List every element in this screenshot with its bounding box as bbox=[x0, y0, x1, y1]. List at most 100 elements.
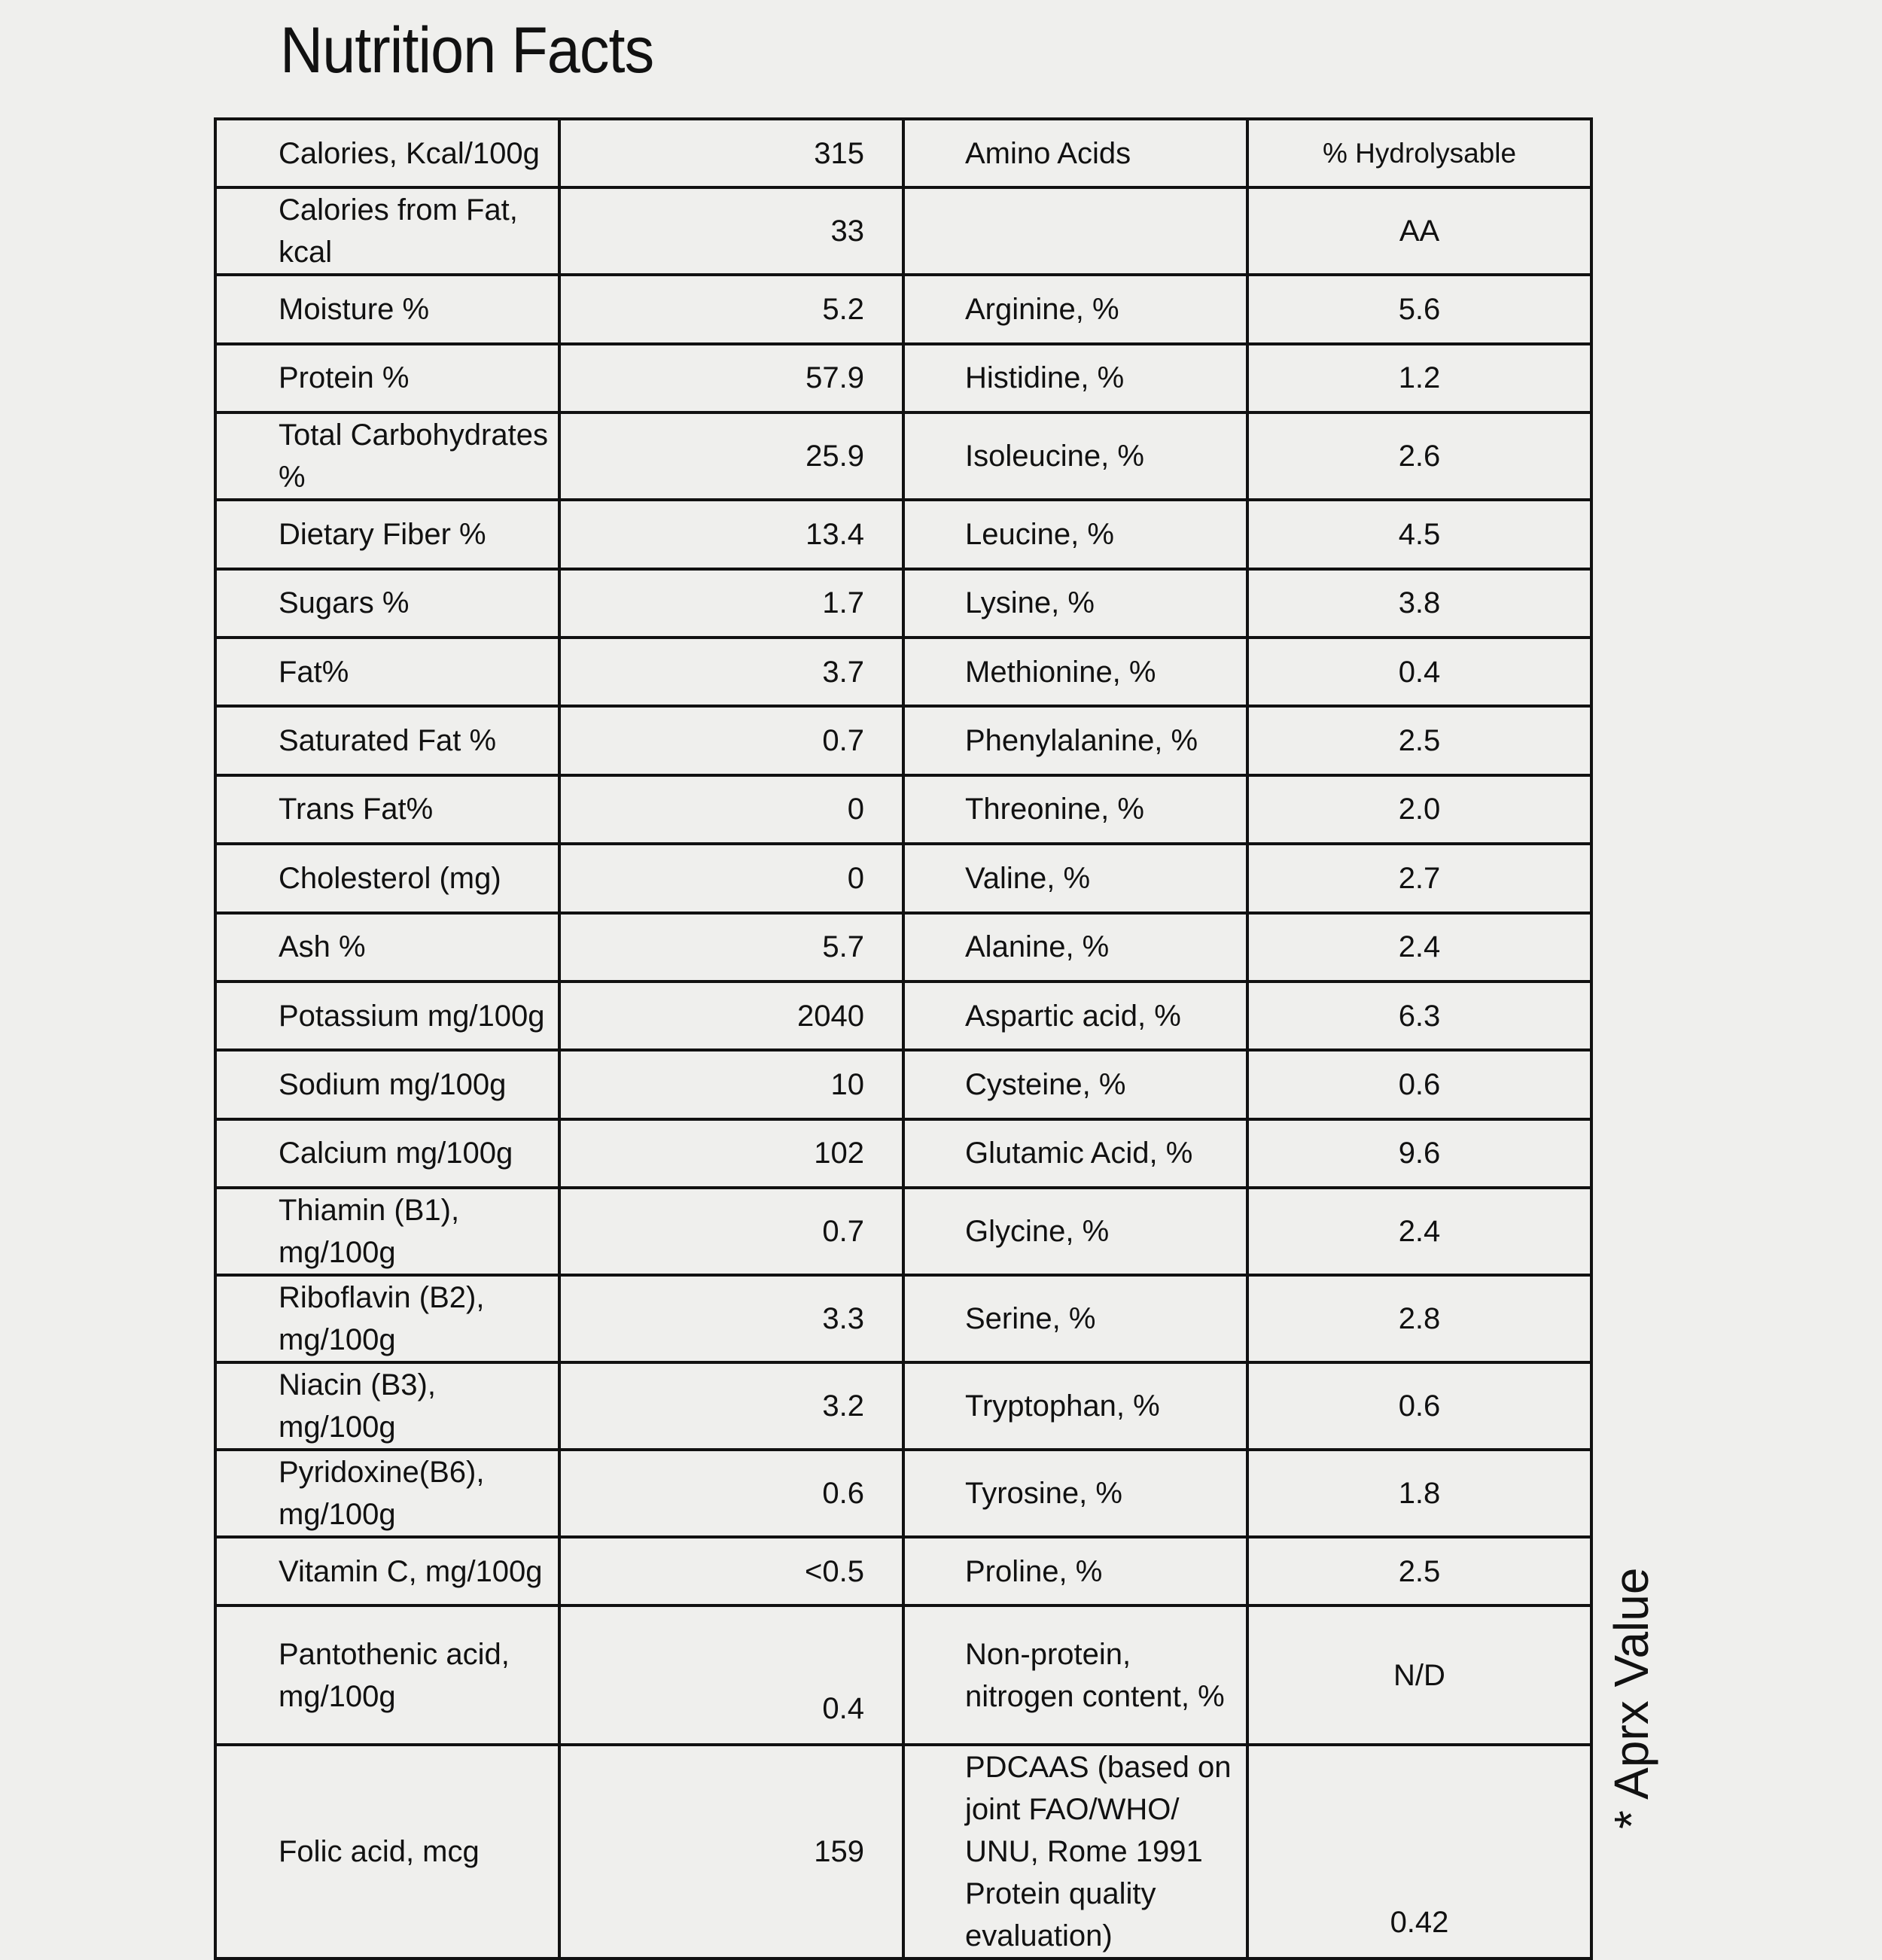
nutrient-label: Total Carbohydrates % bbox=[214, 411, 561, 502]
table-row: Niacin (B3), mg/100g 3.2 Tryptophan, % 0.6 bbox=[214, 1361, 1593, 1452]
amino-acid-value: 4.5 bbox=[1246, 498, 1593, 571]
nutrient-value: 102 bbox=[558, 1117, 905, 1190]
amino-acid-value: 0.4 bbox=[1246, 635, 1593, 708]
amino-acid-value: 0.42 bbox=[1246, 1743, 1593, 1960]
amino-acid-label: Isoleucine, % bbox=[902, 411, 1249, 502]
amino-acid-value: 2.0 bbox=[1246, 773, 1593, 846]
amino-acid-value: AA bbox=[1246, 186, 1593, 277]
nutrient-value: 0.4 bbox=[558, 1604, 905, 1747]
nutrient-label: Riboflavin (B2), mg/100g bbox=[214, 1274, 561, 1365]
nutrient-label: Pantothenic acid, mg/100g bbox=[214, 1604, 561, 1747]
amino-acid-label: PDCAAS (based on joint FAO/WHO/ UNU, Rom… bbox=[902, 1743, 1249, 1960]
nutrient-value: 315 bbox=[558, 117, 905, 190]
amino-acid-value: % Hydrolysable bbox=[1246, 117, 1593, 190]
nutrient-value: 159 bbox=[558, 1743, 905, 1960]
amino-acid-label: Glycine, % bbox=[902, 1186, 1249, 1277]
amino-acid-value: 3.8 bbox=[1246, 567, 1593, 639]
nutrient-label: Sodium mg/100g bbox=[214, 1048, 561, 1121]
amino-acid-label: Tryptophan, % bbox=[902, 1361, 1249, 1452]
nutrient-value: 0.7 bbox=[558, 1186, 905, 1277]
nutrient-value: 0 bbox=[558, 842, 905, 915]
nutrient-value: 57.9 bbox=[558, 342, 905, 415]
nutrient-label: Niacin (B3), mg/100g bbox=[214, 1361, 561, 1452]
table-row: Saturated Fat % 0.7 Phenylalanine, % 2.5 bbox=[214, 705, 1593, 777]
nutrient-label: Saturated Fat % bbox=[214, 705, 561, 777]
nutrient-value: 1.7 bbox=[558, 567, 905, 639]
nutrient-label: Sugars % bbox=[214, 567, 561, 639]
amino-acid-value: 0.6 bbox=[1246, 1361, 1593, 1452]
nutrient-value: 3.3 bbox=[558, 1274, 905, 1365]
nutrient-value: 0 bbox=[558, 773, 905, 846]
table-row: Sugars % 1.7 Lysine, % 3.8 bbox=[214, 567, 1593, 639]
table-row: Moisture % 5.2 Arginine, % 5.6 bbox=[214, 273, 1593, 345]
amino-acid-label: Tyrosine, % bbox=[902, 1448, 1249, 1539]
nutrient-value: <0.5 bbox=[558, 1535, 905, 1608]
amino-acid-value: 6.3 bbox=[1246, 979, 1593, 1052]
amino-acid-value: 2.5 bbox=[1246, 705, 1593, 777]
amino-acid-label: Alanine, % bbox=[902, 911, 1249, 983]
nutrient-value: 33 bbox=[558, 186, 905, 277]
amino-acid-value: 2.8 bbox=[1246, 1274, 1593, 1365]
table-row: Ash % 5.7 Alanine, % 2.4 bbox=[214, 911, 1593, 983]
amino-acid-label: Serine, % bbox=[902, 1274, 1249, 1365]
nutrient-value: 0.7 bbox=[558, 705, 905, 777]
nutrient-value: 0.6 bbox=[558, 1448, 905, 1539]
amino-acid-label: Methionine, % bbox=[902, 635, 1249, 708]
amino-acid-value: N/D bbox=[1246, 1604, 1593, 1747]
page-title: Nutrition Facts bbox=[280, 14, 654, 87]
nutrient-value: 10 bbox=[558, 1048, 905, 1121]
amino-acid-label: Histidine, % bbox=[902, 342, 1249, 415]
amino-acid-value: 2.5 bbox=[1246, 1535, 1593, 1608]
nutrient-label: Vitamin C, mg/100g bbox=[214, 1535, 561, 1608]
nutrient-value: 5.7 bbox=[558, 911, 905, 983]
table-row: Dietary Fiber % 13.4 Leucine, % 4.5 bbox=[214, 498, 1593, 571]
amino-acid-label: Proline, % bbox=[902, 1535, 1249, 1608]
nutrient-label: Calories from Fat, kcal bbox=[214, 186, 561, 277]
amino-acid-label: Aspartic acid, % bbox=[902, 979, 1249, 1052]
amino-acid-value: 0.6 bbox=[1246, 1048, 1593, 1121]
table-row: Folic acid, mcg 159 PDCAAS (based on joint… bbox=[214, 1743, 1593, 1960]
amino-acid-label: Cysteine, % bbox=[902, 1048, 1249, 1121]
table-row: Thiamin (B1), mg/100g 0.7 Glycine, % 2.4 bbox=[214, 1186, 1593, 1277]
nutrient-label: Protein % bbox=[214, 342, 561, 415]
amino-acid-label: Lysine, % bbox=[902, 567, 1249, 639]
amino-acid-value: 2.6 bbox=[1246, 411, 1593, 502]
nutrient-label: Cholesterol (mg) bbox=[214, 842, 561, 915]
nutrient-label: Trans Fat% bbox=[214, 773, 561, 846]
nutrient-label: Fat% bbox=[214, 635, 561, 708]
table-row: Vitamin C, mg/100g <0.5 Proline, % 2.5 bbox=[214, 1535, 1593, 1608]
amino-acid-label: Glutamic Acid, % bbox=[902, 1117, 1249, 1190]
table-row: Pantothenic acid, mg/100g 0.4 Non-protein,… bbox=[214, 1604, 1593, 1747]
table-row: Pyridoxine(B6), mg/100g 0.6 Tyrosine, % 1.8 bbox=[214, 1448, 1593, 1539]
amino-acid-value: 1.2 bbox=[1246, 342, 1593, 415]
nutrient-value: 5.2 bbox=[558, 273, 905, 345]
nutrient-value: 3.7 bbox=[558, 635, 905, 708]
amino-acid-label: Leucine, % bbox=[902, 498, 1249, 571]
amino-acid-label: Non-protein, nitrogen content, % bbox=[902, 1604, 1249, 1747]
amino-acid-label: Valine, % bbox=[902, 842, 1249, 915]
nutrient-value: 2040 bbox=[558, 979, 905, 1052]
table-row: Cholesterol (mg) 0 Valine, % 2.7 bbox=[214, 842, 1593, 915]
amino-acid-label: Amino Acids bbox=[902, 117, 1249, 190]
nutrient-label: Folic acid, mcg bbox=[214, 1743, 561, 1960]
table-row: Calories from Fat, kcal 33 AA bbox=[214, 186, 1593, 277]
table-row: Calories, Kcal/100g 315 Amino Acids% Hydro… bbox=[214, 117, 1593, 190]
table-row: Potassium mg/100g 2040 Aspartic acid, % 6.3 bbox=[214, 979, 1593, 1052]
table-row: Fat% 3.7 Methionine, % 0.4 bbox=[214, 635, 1593, 708]
amino-acid-label: Threonine, % bbox=[902, 773, 1249, 846]
footnote: * Aprx Value bbox=[1604, 1567, 1658, 1829]
nutrient-label: Dietary Fiber % bbox=[214, 498, 561, 571]
amino-acid-value: 1.8 bbox=[1246, 1448, 1593, 1539]
nutrient-label: Moisture % bbox=[214, 273, 561, 345]
nutrient-value: 13.4 bbox=[558, 498, 905, 571]
table-row: Sodium mg/100g 10 Cysteine, % 0.6 bbox=[214, 1048, 1593, 1121]
table-row: Protein % 57.9 Histidine, % 1.2 bbox=[214, 342, 1593, 415]
table-row: Trans Fat% 0 Threonine, % 2.0 bbox=[214, 773, 1593, 846]
nutrient-value: 25.9 bbox=[558, 411, 905, 502]
nutrition-table: Calories, Kcal/100g 315 Amino Acids% Hydro… bbox=[214, 117, 1593, 1960]
nutrient-label: Calcium mg/100g bbox=[214, 1117, 561, 1190]
table-row: Total Carbohydrates % 25.9 Isoleucine, % 2.… bbox=[214, 411, 1593, 502]
nutrient-label: Potassium mg/100g bbox=[214, 979, 561, 1052]
nutrient-label: Pyridoxine(B6), mg/100g bbox=[214, 1448, 561, 1539]
nutrient-label: Ash % bbox=[214, 911, 561, 983]
